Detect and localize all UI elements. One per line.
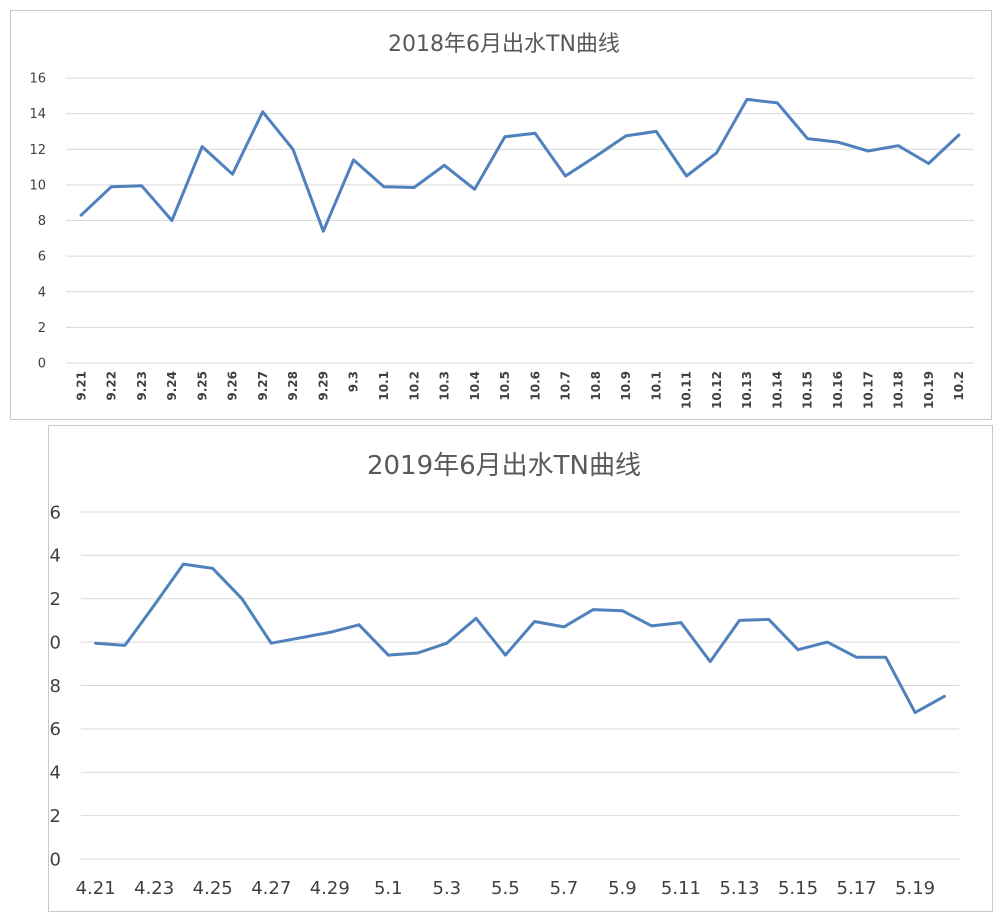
chart-2019-frame: 2019年6月出水TN曲线 0 2 4 6 8 10 12 14 16 4.21 4.23 4.25… [48,425,993,912]
x-tick-label: 10.12 [710,371,724,409]
x-tick-label: 5.13 [719,878,759,899]
y-tick-label: 6 [38,250,46,265]
y-tick-label: 2 [38,321,46,336]
y-tick-label: 12 [29,143,46,158]
x-tick-label: 5.3 [433,878,462,899]
x-tick-label: 9.26 [226,371,240,401]
x-tick-label: 10.4 [468,371,482,401]
x-tick-label: 10.2 [952,371,966,401]
x-tick-label: 10.17 [861,371,875,409]
x-tick-label: 4.23 [134,878,174,899]
x-tick-label: 5.15 [778,878,818,899]
series-line [94,562,946,715]
chart-2019: 2019年6月出水TN曲线 0 2 4 6 8 10 12 14 16 4.21 4.23 4.25… [49,451,959,899]
y-tick-label: 8 [38,214,46,229]
x-tick-label: 10.1 [649,371,663,401]
y-tick-label: 0 [50,849,61,870]
x-tick-label: 10.13 [740,371,754,409]
x-tick-label: 9.24 [165,371,179,401]
y-tick-label: 6 [50,719,61,740]
x-tick-label: 10.11 [680,371,694,409]
x-tick-label: 10.3 [438,371,452,401]
y-tick-label: 14 [49,546,61,567]
x-tick-label: 10.6 [528,371,542,401]
x-tick-label: 5.7 [550,878,579,899]
chart-2018: 2018年6月出水TN曲线 0 2 4 6 8 10 12 14 16 9.21 9.22 9.23… [29,32,974,409]
y-tick-label: 4 [50,763,61,784]
x-tick-label: 10.2 [407,371,421,401]
x-tick-label: 9.28 [286,371,300,401]
y-tick-label: 8 [50,676,61,697]
y-tick-label: 10 [29,178,46,193]
x-tick-label: 9.27 [256,371,270,401]
x-tick-label: 10.5 [498,371,512,401]
x-tick-label: 9.22 [105,371,119,401]
x-tick-label: 5.19 [895,878,935,899]
chart-2018-frame: 2018年6月出水TN曲线 0 2 4 6 8 10 12 14 16 9.21 9.22 9.23… [10,10,992,420]
x-tick-label: 10.1 [377,371,391,401]
x-tick-label: 10.18 [892,371,906,409]
x-tick-label: 10.7 [559,371,573,401]
x-tick-label: 9.23 [135,371,149,401]
y-tick-label: 2 [50,806,61,827]
y-tick-label: 10 [49,632,61,653]
x-tick-label: 5.5 [491,878,520,899]
series-line [79,97,961,233]
x-tick-label: 4.21 [76,878,116,899]
x-tick-label: 10.8 [589,371,603,401]
x-tick-label: 10.19 [922,371,936,409]
x-tick-label: 9.25 [195,371,209,401]
x-tick-label: 5.11 [661,878,701,899]
y-tick-label: 16 [29,72,46,87]
x-tick-label: 10.14 [770,371,784,409]
chart-title: 2019年6月出水TN曲线 [367,451,641,481]
y-tick-label: 0 [38,357,46,372]
x-tick-label: 4.29 [310,878,350,899]
y-tick-label: 14 [29,107,46,122]
x-tick-label: 9.29 [316,371,330,401]
x-tick-label: 9.21 [74,371,88,401]
x-tick-label: 5.17 [837,878,877,899]
x-tick-label: 10.9 [619,371,633,401]
x-tick-label: 10.15 [801,371,815,409]
x-tick-label: 5.1 [374,878,403,899]
x-tick-label: 5.9 [608,878,637,899]
y-tick-label: 12 [49,589,61,610]
x-tick-label: 4.25 [193,878,233,899]
x-tick-label: 4.27 [251,878,291,899]
x-tick-label: 9.3 [347,371,361,392]
y-tick-label: 4 [38,285,46,300]
x-tick-label: 10.16 [831,371,845,409]
chart-title: 2018年6月出水TN曲线 [388,32,620,57]
y-tick-label: 16 [49,502,61,523]
